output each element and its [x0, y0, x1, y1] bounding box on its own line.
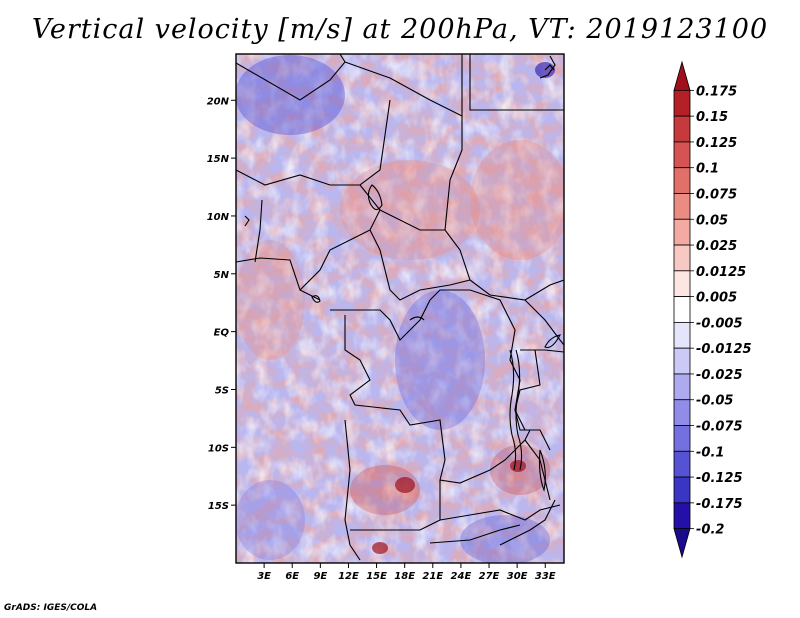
colorbar-swatch [673, 270, 691, 298]
colorbar-swatch [673, 89, 691, 117]
colorbar-swatch [673, 373, 691, 401]
y-tick-label: 15N [207, 154, 230, 165]
colorbar-label: -0.075 [696, 420, 743, 435]
colorbar-swatch [673, 476, 691, 504]
x-tick-label: 24E [451, 571, 472, 582]
x-tick-label: 30E [507, 571, 528, 582]
colorbar-swatch [673, 502, 691, 530]
x-tick-label: 9E [313, 571, 327, 582]
colorbar-swatch [673, 425, 691, 452]
colorbar: 0.175 0.15 0.125 0.1 0.075 0.05 0.025 0.0125 0.0… [673, 60, 752, 559]
chart-title: Vertical velocity [m/s] at 200hPa, VT: 2… [31, 14, 769, 45]
colorbar-label: -0.1 [696, 445, 724, 460]
y-tick-label: 15S [208, 501, 229, 512]
y-tick-label: 5S [215, 385, 229, 396]
colorbar-swatch [673, 60, 691, 91]
y-tick-label: 10S [208, 443, 229, 454]
map-frame [235, 53, 565, 564]
country-borders [236, 54, 564, 561]
colorbar-label: -0.005 [696, 316, 743, 331]
colorbar-label: 0.075 [696, 187, 737, 202]
colorbar-label: -0.125 [696, 471, 743, 486]
colorbar-label: 0.0125 [696, 265, 746, 280]
colorbar-label: 0.175 [696, 84, 737, 99]
colorbar-swatch [673, 115, 691, 143]
footer-credit: GrADS: IGES/COLA [4, 603, 98, 613]
colorbar-label: -0.2 [696, 523, 724, 538]
colorbar-swatch [673, 296, 691, 323]
y-tick-label: 10N [207, 212, 230, 223]
colorbar-label: -0.05 [696, 394, 733, 409]
x-tick-label: 18E [394, 571, 415, 582]
colorbar-swatch [673, 347, 691, 375]
y-tick-label: 20N [207, 96, 230, 107]
x-tick-label: 33E [535, 571, 556, 582]
y-tick-label: EQ [214, 328, 230, 339]
colorbar-swatch [673, 244, 691, 272]
colorbar-label: -0.175 [696, 497, 743, 512]
x-tick-label: 6E [285, 571, 299, 582]
colorbar-swatch [673, 218, 691, 246]
colorbar-label: -0.025 [696, 368, 743, 383]
x-tick-label: 3E [257, 571, 271, 582]
colorbar-swatch [673, 399, 691, 426]
y-tick-label: 5N [214, 270, 230, 281]
x-axis: 3E 6E 9E 12E 15E 18E 21E 24E 27E 30E 33E [257, 563, 556, 582]
colorbar-label: -0.0125 [696, 342, 752, 357]
y-axis: 20N 15N 10N 5N EQ 5S 10S 15S [207, 96, 236, 512]
colorbar-swatch [673, 321, 691, 349]
x-tick-label: 15E [366, 571, 387, 582]
colorbar-swatch [673, 167, 691, 194]
colorbar-label: 0.15 [696, 110, 728, 125]
x-tick-label: 27E [479, 571, 500, 582]
colorbar-swatch [673, 141, 691, 169]
colorbar-label: 0.1 [696, 162, 719, 177]
x-tick-label: 12E [338, 571, 359, 582]
x-tick-label: 21E [422, 571, 443, 582]
colorbar-swatch [673, 528, 691, 559]
vertical-velocity-field [236, 54, 564, 563]
colorbar-label: 0.05 [696, 213, 728, 228]
colorbar-label: 0.125 [696, 136, 737, 151]
colorbar-label: 0.025 [696, 239, 737, 254]
colorbar-label: 0.005 [696, 291, 737, 306]
colorbar-swatch [673, 193, 691, 220]
colorbar-swatch [673, 450, 691, 478]
